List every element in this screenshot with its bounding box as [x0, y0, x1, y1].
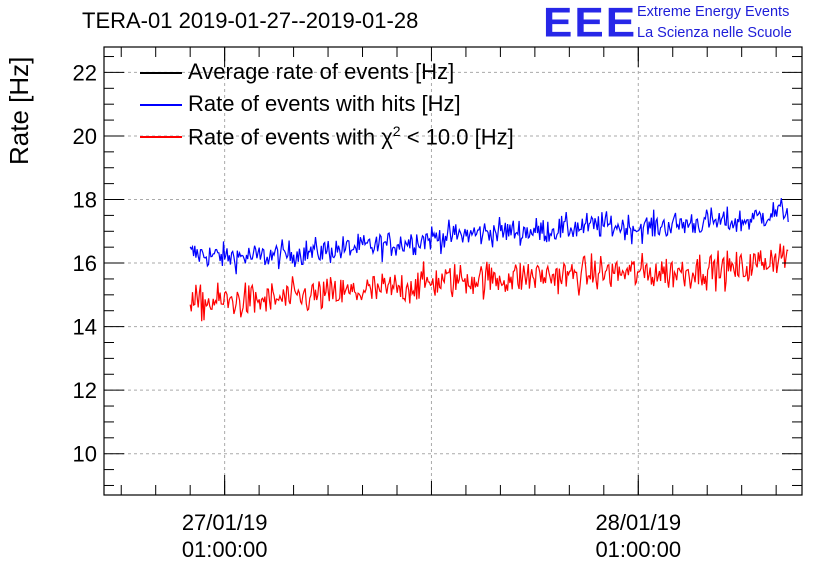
legend-chi-prefix: Rate of events with: [188, 124, 382, 150]
y-tick-label: 20: [73, 124, 97, 149]
legend-item-chi2: Rate of events with χ2 < 10.0 [Hz]: [188, 123, 514, 150]
chart-title: TERA-01 2019-01-27--2019-01-28: [82, 8, 419, 33]
y-tick-label: 16: [73, 251, 97, 276]
y-tick-label: 18: [73, 188, 97, 213]
plot-border: [103, 46, 803, 496]
eee-logo: EEE: [543, 0, 638, 46]
axis-ticks: [104, 47, 802, 495]
legend-swatches: [140, 72, 182, 138]
logo-text-line1: Extreme Energy Events: [637, 4, 790, 20]
series-layer: [189, 198, 789, 322]
x-tick-label-date: 27/01/19: [182, 510, 268, 535]
x-tick-label-time: 01:00:00: [595, 537, 681, 562]
x-tick-label-time: 01:00:00: [182, 537, 268, 562]
y-tick-label: 14: [73, 315, 97, 340]
legend-chi-suffix: < 10.0 [Hz]: [400, 124, 514, 150]
axis-tick-labels: 1012141618202227/01/1901:00:0028/01/1901…: [73, 60, 682, 562]
y-tick-label: 10: [73, 442, 97, 467]
legend-item-hits: Rate of events with hits [Hz]: [188, 91, 461, 116]
y-axis-label: Rate [Hz]: [4, 56, 34, 165]
series-line-chi2: [189, 243, 789, 322]
logo-text-line2: La Scienza nelle Scuole: [637, 25, 792, 41]
chart-grid: [104, 47, 802, 495]
y-tick-label: 22: [73, 60, 97, 85]
legend-chi-exponent: 2: [392, 123, 401, 139]
legend-item-average: Average rate of events [Hz]: [188, 59, 455, 84]
plot-frame: [103, 46, 803, 496]
legend-chi-symbol: χ: [381, 124, 393, 150]
series-line-hits: [189, 198, 789, 275]
y-tick-label: 12: [73, 378, 97, 403]
x-tick-label-date: 28/01/19: [595, 510, 681, 535]
